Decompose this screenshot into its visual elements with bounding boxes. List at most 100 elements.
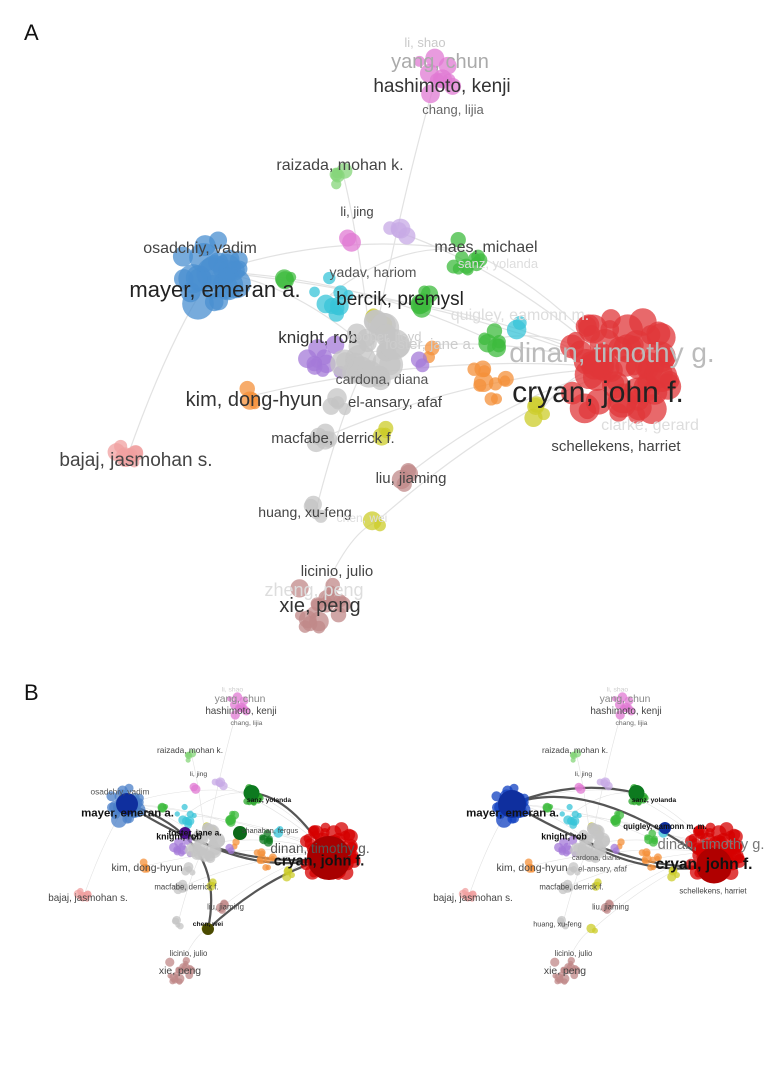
node (589, 329, 621, 360)
node (177, 922, 184, 930)
cluster-orange (638, 848, 662, 871)
node (232, 838, 240, 846)
node (129, 457, 140, 468)
cluster-lavender (383, 218, 416, 245)
node (450, 232, 466, 248)
author-label: bajaj, jasmohan s. (48, 893, 128, 904)
node (559, 811, 565, 817)
author-label: sanz, yolanda (632, 797, 677, 804)
node (307, 606, 319, 619)
highlight-node (116, 793, 138, 815)
node (179, 963, 188, 972)
node (336, 162, 353, 179)
node (372, 427, 391, 446)
author-label: dinan, timothy g. (509, 337, 714, 368)
node (370, 370, 391, 391)
node (309, 427, 328, 445)
cluster-yellow (372, 420, 394, 446)
node (497, 370, 514, 387)
cluster-green (157, 802, 169, 813)
author-label: foster, jane a. (168, 828, 221, 838)
node (559, 837, 569, 847)
node (524, 408, 543, 428)
node (215, 777, 226, 788)
author-label: osadchiy, vadim (91, 787, 150, 797)
cluster-light_pink (107, 439, 144, 468)
author-label: li, jing (575, 771, 593, 778)
author-label: schellekens, harriet (551, 438, 681, 455)
node (473, 372, 494, 393)
node (567, 956, 575, 965)
node (111, 811, 127, 828)
cluster-green (446, 232, 488, 276)
node (185, 971, 194, 980)
author-label: cryan, john f. (274, 854, 365, 870)
author-label: sanz, yolanda (247, 797, 292, 804)
node (570, 971, 579, 980)
node (602, 371, 629, 399)
node (647, 864, 654, 871)
node (343, 829, 358, 844)
node (189, 242, 219, 272)
node (685, 835, 697, 848)
author-label: huang, xu-feng (258, 504, 351, 520)
node (525, 863, 535, 873)
author-label: quigley, eamonn m. m. (623, 822, 706, 831)
author-label: raizada, mohan k. (542, 745, 608, 755)
edge (371, 74, 438, 353)
author-label: xie, peng (544, 966, 586, 977)
author-label: li, jing (340, 204, 373, 219)
node (600, 777, 611, 788)
node (646, 323, 676, 352)
cluster-yellow (591, 878, 602, 891)
node (330, 396, 345, 410)
node (728, 848, 744, 864)
node (578, 846, 593, 860)
cluster-gray (171, 915, 184, 930)
node (174, 881, 184, 891)
node (467, 362, 481, 376)
edge (213, 271, 491, 341)
node (550, 957, 560, 967)
cluster-cyan (506, 316, 527, 340)
author-label: shanahan, fergus (242, 826, 299, 835)
node (172, 246, 193, 267)
node (300, 835, 312, 848)
highlight-node (307, 836, 351, 880)
cluster-pink (189, 782, 201, 794)
cluster-light_green (184, 749, 197, 763)
author-label: raizada, mohan k. (157, 745, 223, 755)
panel-b-letter: B (24, 680, 39, 705)
highlight-node (659, 822, 671, 834)
cluster-orange (422, 340, 440, 364)
author-label: liu, jiaming (592, 903, 629, 912)
node (478, 332, 491, 345)
cluster-yellow (206, 878, 217, 891)
node (189, 782, 199, 792)
node (646, 361, 678, 392)
node (624, 696, 634, 706)
cluster-orange (239, 380, 261, 410)
author-label: el-ansary, afaf (348, 394, 443, 411)
node (329, 296, 349, 316)
node (346, 356, 375, 384)
author-label: licinio, julio (555, 949, 593, 958)
node (570, 866, 578, 873)
author-label: chang, lijia (616, 720, 648, 727)
cluster-pink (227, 692, 251, 720)
author-label: bajaj, jasmohan s. (433, 893, 513, 904)
cluster-light_pink (458, 887, 477, 902)
node (413, 293, 433, 313)
cluster-yellow (362, 511, 386, 532)
node (566, 803, 573, 811)
author-label: sanz, yolanda (458, 256, 539, 271)
node (692, 825, 704, 837)
node (325, 335, 345, 355)
cluster-orange (139, 858, 151, 873)
node (564, 963, 573, 972)
author-label: xie, peng (159, 966, 201, 977)
node (626, 353, 652, 380)
node (374, 324, 398, 347)
